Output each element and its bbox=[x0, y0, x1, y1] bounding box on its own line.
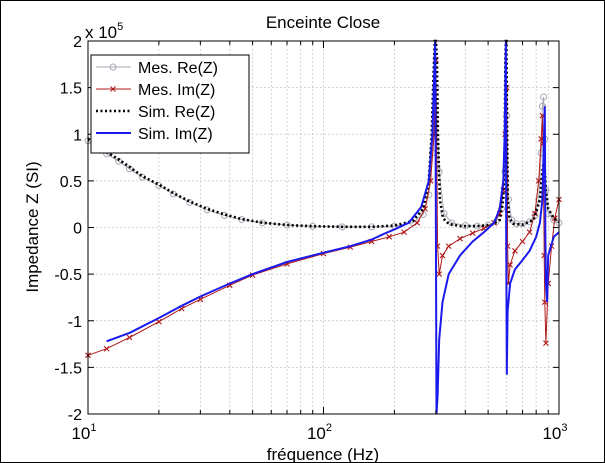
series-point bbox=[436, 271, 443, 278]
y-axis-label: Impedance Z (SI) bbox=[23, 161, 42, 292]
series-point bbox=[221, 211, 229, 219]
legend-marker bbox=[110, 86, 116, 92]
legend-marker bbox=[109, 63, 117, 71]
y-tick-label: -2 bbox=[68, 407, 82, 424]
series-point bbox=[445, 243, 452, 250]
series-point bbox=[519, 238, 526, 245]
legend-label: Sim. Re(Z) bbox=[138, 104, 215, 121]
y-exponent-label: x 105 bbox=[85, 21, 123, 42]
series-point bbox=[401, 229, 408, 236]
series-3 bbox=[87, 39, 560, 229]
ticks: -2 -1.5 -1 -0.5 0 0.5 1 1.5 2 101 102 103 bbox=[54, 34, 567, 443]
series-line bbox=[87, 59, 560, 356]
y-tick-label: -0.5 bbox=[54, 267, 82, 284]
legend: Mes. Re(Z) Mes. Im(Z) Sim. Re(Z) Sim. Im(Z) bbox=[90, 54, 250, 154]
series-line bbox=[106, 40, 560, 415]
series-point bbox=[507, 261, 513, 268]
y-tick-label: 1.5 bbox=[60, 81, 82, 98]
series-point bbox=[469, 230, 476, 236]
y-tick-label: -1.5 bbox=[54, 360, 82, 377]
series-point bbox=[103, 345, 110, 352]
chart-title: Enceinte Close bbox=[266, 13, 380, 32]
series-point bbox=[155, 182, 163, 190]
series-point bbox=[386, 233, 393, 240]
series-2 bbox=[85, 56, 562, 359]
legend-box bbox=[90, 54, 250, 154]
series-point bbox=[540, 93, 548, 101]
series-point bbox=[457, 235, 463, 242]
series-point bbox=[439, 252, 446, 259]
y-tick-label: 1 bbox=[73, 127, 82, 144]
y-tick-label: 0 bbox=[73, 221, 82, 238]
series-line bbox=[87, 39, 560, 229]
series-point bbox=[526, 229, 533, 236]
x-axis-label: fréquence (Hz) bbox=[267, 445, 379, 462]
series-point bbox=[440, 210, 448, 218]
x-tick-label: 103 bbox=[542, 422, 567, 443]
series-layer bbox=[84, 39, 563, 415]
legend-label: Sim. Im(Z) bbox=[138, 126, 213, 143]
x-tick-label: 102 bbox=[307, 422, 332, 443]
legend-label: Mes. Im(Z) bbox=[138, 82, 215, 99]
series-point bbox=[125, 165, 133, 173]
y-tick-label: 0.5 bbox=[60, 174, 82, 191]
series-point bbox=[512, 247, 518, 254]
series-point bbox=[543, 340, 549, 347]
series-point bbox=[538, 102, 546, 110]
series-point bbox=[156, 318, 162, 325]
series-point bbox=[508, 216, 516, 224]
y-tick-label: -1 bbox=[68, 314, 82, 331]
series-point bbox=[126, 334, 133, 341]
series-point bbox=[414, 219, 421, 226]
series-point bbox=[338, 223, 346, 231]
y-tick-label: 2 bbox=[73, 34, 82, 51]
series-point bbox=[538, 136, 545, 142]
series-point bbox=[461, 222, 469, 230]
series-4 bbox=[106, 40, 560, 415]
legend-label: Mes. Re(Z) bbox=[138, 60, 218, 77]
series-point bbox=[203, 206, 211, 214]
series-point bbox=[519, 220, 527, 228]
x-tick-label: 101 bbox=[71, 422, 96, 443]
